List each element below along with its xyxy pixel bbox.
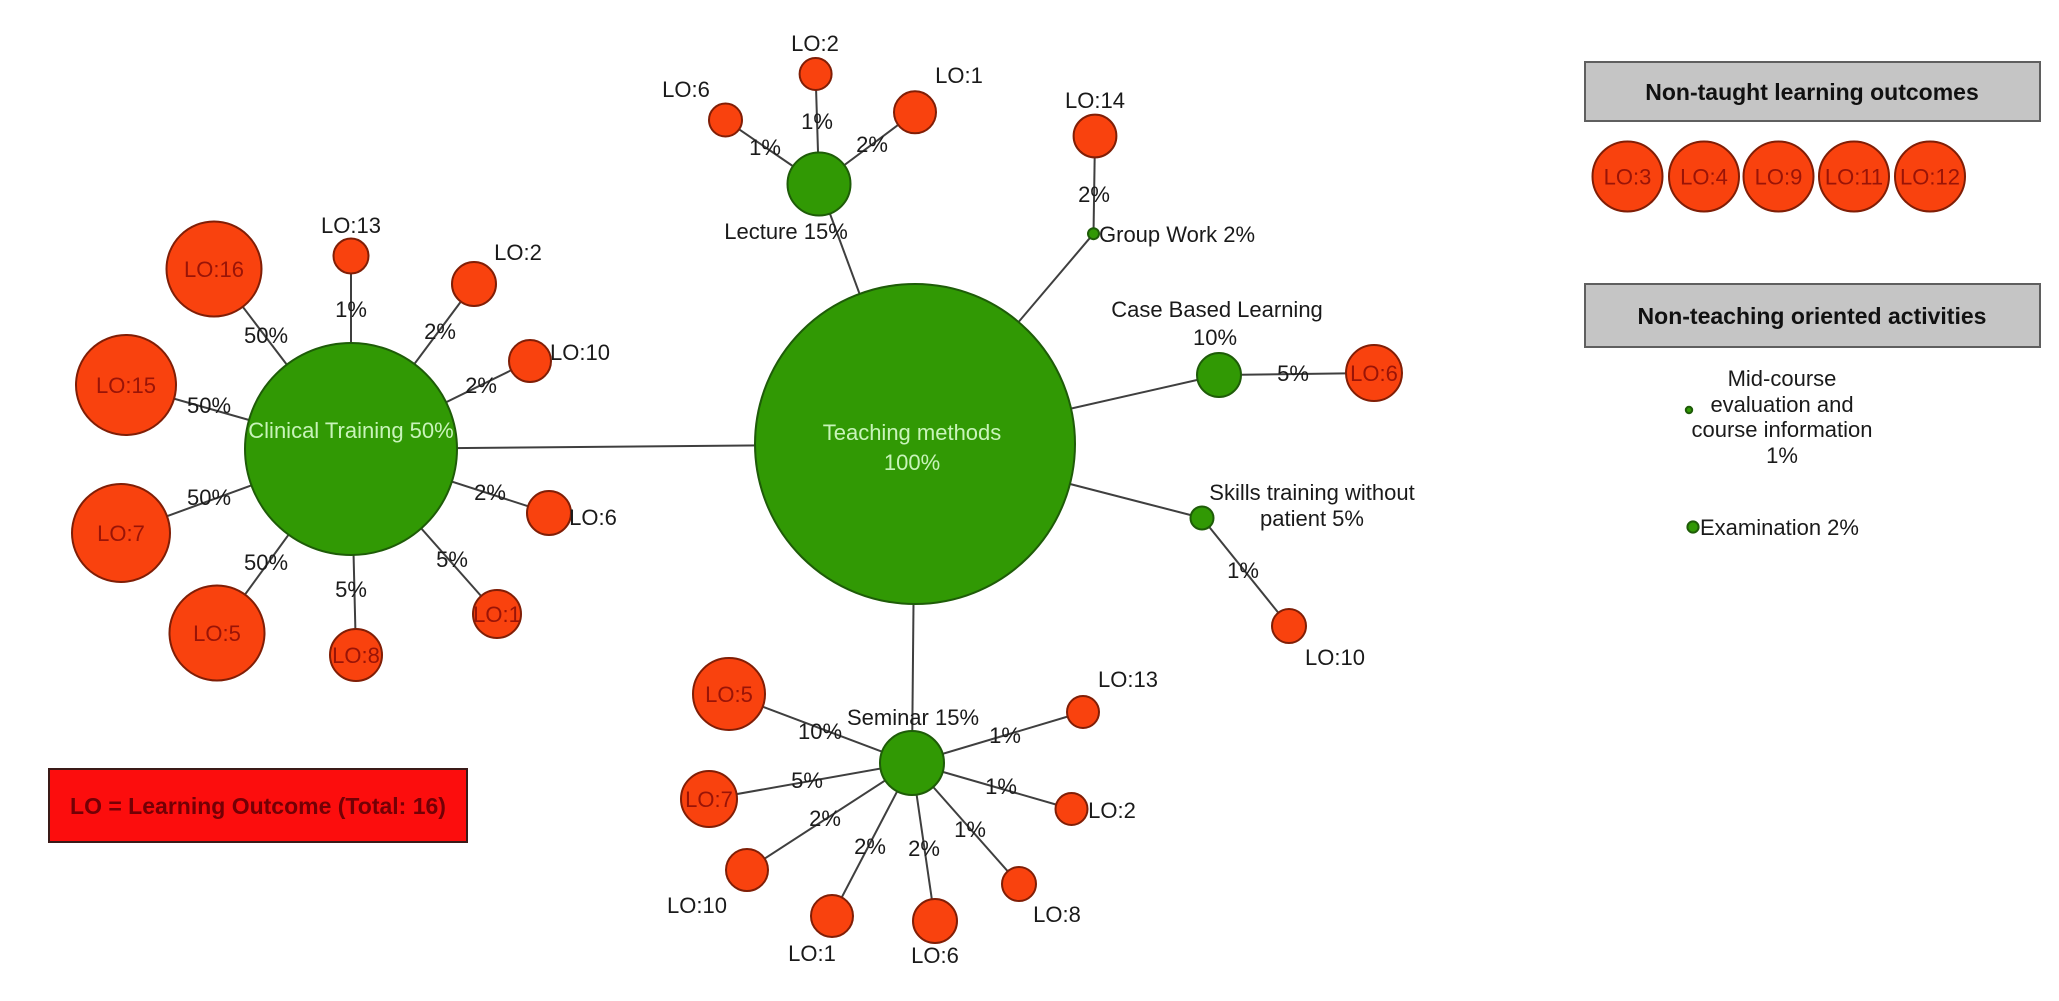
svg-text:LO:11: LO:11 xyxy=(1825,164,1883,189)
svg-text:Skills training without: Skills training without xyxy=(1209,480,1414,505)
svg-text:5%: 5% xyxy=(1277,361,1309,386)
svg-text:Case Based Learning: Case Based Learning xyxy=(1111,297,1323,322)
svg-text:LO:10: LO:10 xyxy=(550,340,610,365)
svg-text:LO:15: LO:15 xyxy=(96,373,156,398)
svg-text:LO:8: LO:8 xyxy=(1033,902,1081,927)
svg-text:2%: 2% xyxy=(908,836,940,861)
svg-text:LO:14: LO:14 xyxy=(1065,88,1125,113)
svg-text:Mid-course: Mid-course xyxy=(1728,366,1837,391)
svg-text:1%: 1% xyxy=(749,135,781,160)
svg-text:1%: 1% xyxy=(801,109,833,134)
svg-text:LO:3: LO:3 xyxy=(1604,164,1652,189)
svg-text:2%: 2% xyxy=(465,373,497,398)
svg-text:course information: course information xyxy=(1692,417,1873,442)
svg-text:LO:10: LO:10 xyxy=(1305,645,1365,670)
svg-text:LO:13: LO:13 xyxy=(321,213,381,238)
svg-text:Clinical Training 50%: Clinical Training 50% xyxy=(248,418,453,443)
svg-text:LO = Learning Outcome (Total:: LO = Learning Outcome (Total: 16) xyxy=(70,793,446,819)
svg-text:LO:6: LO:6 xyxy=(662,77,710,102)
svg-text:Non-taught learning outcomes: Non-taught learning outcomes xyxy=(1645,79,1979,105)
svg-text:Lecture 15%: Lecture 15% xyxy=(724,219,848,244)
svg-text:LO:1: LO:1 xyxy=(473,602,521,627)
svg-text:LO:6: LO:6 xyxy=(1350,361,1398,386)
svg-text:LO:12: LO:12 xyxy=(1900,164,1960,189)
svg-text:LO:2: LO:2 xyxy=(1088,798,1136,823)
svg-text:LO:4: LO:4 xyxy=(1680,164,1728,189)
svg-text:50%: 50% xyxy=(187,393,231,418)
svg-text:5%: 5% xyxy=(791,768,823,793)
svg-text:Teaching methods: Teaching methods xyxy=(823,420,1002,445)
svg-text:1%: 1% xyxy=(1227,558,1259,583)
svg-text:2%: 2% xyxy=(854,834,886,859)
svg-text:LO:7: LO:7 xyxy=(97,521,145,546)
svg-text:5%: 5% xyxy=(335,577,367,602)
svg-text:10%: 10% xyxy=(798,719,842,744)
svg-text:LO:6: LO:6 xyxy=(911,943,959,968)
svg-text:2%: 2% xyxy=(809,806,841,831)
svg-text:10%: 10% xyxy=(1193,325,1237,350)
svg-text:LO:13: LO:13 xyxy=(1098,667,1158,692)
svg-text:LO:1: LO:1 xyxy=(935,63,983,88)
svg-text:LO:2: LO:2 xyxy=(494,240,542,265)
svg-text:1%: 1% xyxy=(335,297,367,322)
svg-text:2%: 2% xyxy=(1078,182,1110,207)
svg-text:Examination 2%: Examination 2% xyxy=(1700,515,1859,540)
svg-text:LO:7: LO:7 xyxy=(685,787,733,812)
svg-text:50%: 50% xyxy=(244,550,288,575)
svg-text:1%: 1% xyxy=(989,723,1021,748)
svg-text:LO:9: LO:9 xyxy=(1755,164,1803,189)
svg-text:LO:5: LO:5 xyxy=(193,621,241,646)
svg-text:LO:5: LO:5 xyxy=(705,682,753,707)
svg-text:2%: 2% xyxy=(424,319,456,344)
svg-text:2%: 2% xyxy=(856,132,888,157)
svg-text:Non-teaching oriented activiti: Non-teaching oriented activities xyxy=(1638,303,1987,329)
svg-text:LO:6: LO:6 xyxy=(569,505,617,530)
svg-text:5%: 5% xyxy=(436,547,468,572)
svg-text:LO:1: LO:1 xyxy=(788,941,836,966)
svg-text:evaluation and: evaluation and xyxy=(1710,392,1853,417)
svg-text:100%: 100% xyxy=(884,450,940,475)
svg-text:LO:10: LO:10 xyxy=(667,893,727,918)
svg-text:LO:16: LO:16 xyxy=(184,257,244,282)
svg-text:1%: 1% xyxy=(1766,443,1798,468)
svg-text:LO:8: LO:8 xyxy=(332,643,380,668)
svg-text:LO:2: LO:2 xyxy=(791,31,839,56)
svg-text:2%: 2% xyxy=(474,480,506,505)
svg-text:patient 5%: patient 5% xyxy=(1260,506,1364,531)
svg-text:Group Work 2%: Group Work 2% xyxy=(1099,222,1255,247)
svg-text:1%: 1% xyxy=(985,774,1017,799)
svg-text:1%: 1% xyxy=(954,817,986,842)
svg-text:Seminar 15%: Seminar 15% xyxy=(847,705,979,730)
svg-text:50%: 50% xyxy=(244,323,288,348)
svg-text:50%: 50% xyxy=(187,485,231,510)
